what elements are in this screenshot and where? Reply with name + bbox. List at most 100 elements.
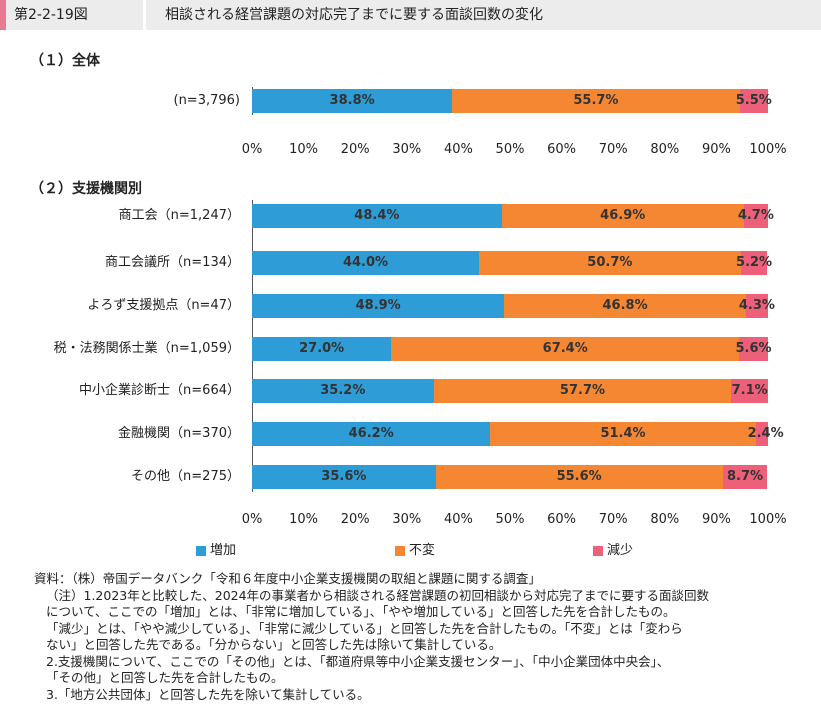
- data-label-decrease: 8.7%: [727, 469, 764, 484]
- data-label-unchanged: 51.4%: [600, 426, 646, 441]
- note-line: 2.支援機関について、ここでの「その他」とは、「都道府県等中小企業支援センター」…: [46, 653, 670, 669]
- bar-segment-unchanged: [479, 251, 741, 275]
- category-label: 商工会（n=1,247）: [118, 208, 240, 223]
- x-axis-tick-label: 70%: [598, 512, 628, 527]
- data-label-increase: 35.2%: [320, 383, 366, 398]
- x-axis-tick-label: 60%: [547, 512, 577, 527]
- data-label-unchanged: 57.7%: [559, 383, 606, 398]
- x-axis-tick-label: 50%: [495, 512, 525, 527]
- section-title-overall: （１）全体: [30, 53, 100, 69]
- data-label-increase: 48.9%: [355, 298, 401, 313]
- x-axis-tick-label: 30%: [392, 142, 422, 157]
- data-label-unchanged: 67.4%: [542, 341, 588, 356]
- data-label-increase: 44.0%: [342, 255, 389, 270]
- data-label-decrease: 5.5%: [735, 93, 772, 108]
- data-label-decrease: 5.6%: [735, 341, 772, 356]
- category-label: 税・法務関係士業（n=1,059）: [53, 341, 240, 356]
- bar-segment-increase: [252, 422, 491, 446]
- x-axis-tick-label: 20%: [340, 142, 370, 157]
- note-line: について、ここでの「増加」とは、「非常に増加している」、「やや増加している」と回…: [46, 604, 676, 619]
- bar-segment-increase: [252, 251, 480, 275]
- legend-swatch-unchanged: [395, 545, 405, 556]
- bar-segment-decrease: [722, 465, 768, 489]
- legend-item-increase: 増加: [196, 544, 236, 558]
- bar-segment-increase: [252, 465, 436, 489]
- header-divider: [143, 0, 146, 30]
- x-axis-tick-label: 100%: [749, 142, 787, 157]
- bar-segment-unchanged: [452, 89, 740, 113]
- x-axis-tick-label: 10%: [289, 512, 319, 527]
- bar-segment-unchanged: [391, 337, 740, 361]
- category-label: 商工会議所（n=134）: [105, 255, 240, 270]
- x-axis-tick-label: 90%: [701, 142, 731, 157]
- bar-segment-decrease: [739, 89, 768, 113]
- legend-swatch-increase: [196, 545, 206, 556]
- data-label-unchanged: 55.7%: [573, 93, 619, 108]
- bar-segment-increase: [252, 379, 434, 403]
- source-notes: 資料：（株）帝国データバンク「令和６年度中小企業支援機関の取組と課題に関する調査…: [34, 571, 794, 703]
- data-label-unchanged: 50.7%: [587, 255, 633, 270]
- bar-segment-decrease: [755, 422, 768, 446]
- category-label: 金融機関（n=370）: [118, 426, 240, 441]
- bar-segment-unchanged: [504, 294, 746, 318]
- category-label: 中小企業診断士（n=664）: [79, 383, 240, 398]
- data-label-unchanged: 55.6%: [556, 469, 602, 484]
- data-label-decrease: 4.3%: [738, 298, 775, 313]
- legend-item-unchanged: 不変: [395, 544, 435, 558]
- data-label-increase: 46.2%: [348, 426, 394, 441]
- data-label-increase: 35.6%: [321, 469, 367, 484]
- legend-item-decrease: 減少: [593, 544, 633, 558]
- data-label-decrease: 2.4%: [747, 426, 784, 441]
- bar-segment-increase: [252, 337, 392, 361]
- legend-label: 不変: [409, 543, 436, 558]
- x-axis-tick-label: 40%: [443, 142, 473, 157]
- note-line: 3.「地方公共団体」と回答した先を除いて集計している。: [46, 686, 370, 702]
- data-label-increase: 48.4%: [354, 208, 400, 223]
- note-line: 資料：（株）帝国データバンク「令和６年度中小企業支援機関の取組と課題に関する調査…: [34, 571, 541, 586]
- bar-segment-unchanged: [501, 204, 744, 228]
- legend-swatch-decrease: [593, 545, 603, 556]
- note-line: 「減少」とは、「やや減少している」、「非常に減少している」と回答した先を合計した…: [46, 620, 683, 636]
- figure-header: 第2-2-19図 相談される経営課題の対応完了までに要する面談回数の変化: [0, 0, 821, 30]
- x-axis-tick-label: 0%: [241, 512, 263, 527]
- x-axis-tick-label: 90%: [701, 512, 731, 527]
- x-axis-tick-label: 40%: [443, 512, 473, 527]
- x-axis-tick-label: 80%: [650, 512, 680, 527]
- bar-segment-increase: [252, 89, 453, 113]
- bar-segment-unchanged: [433, 379, 732, 403]
- data-label-increase: 27.0%: [299, 341, 345, 356]
- category-label: (n=3,796): [173, 93, 241, 108]
- category-label: その他（n=275）: [131, 469, 240, 484]
- header-accent-bar: [0, 0, 6, 30]
- data-label-unchanged: 46.8%: [602, 298, 648, 313]
- data-label-increase: 38.8%: [329, 93, 375, 108]
- x-axis-tick-label: 100%: [749, 512, 787, 527]
- x-axis-tick-label: 0%: [241, 142, 263, 157]
- x-axis-tick-label: 10%: [289, 142, 319, 157]
- bar-segment-decrease: [739, 337, 768, 361]
- x-axis-tick-label: 30%: [392, 512, 422, 527]
- x-axis-tick-label: 70%: [598, 142, 628, 157]
- category-label: よろず支援拠点（n=47）: [87, 298, 240, 313]
- bar-segment-unchanged: [435, 465, 723, 489]
- bar-segment-unchanged: [490, 422, 756, 446]
- x-axis-tick-label: 60%: [547, 142, 577, 157]
- x-axis-tick-label: 20%: [340, 512, 370, 527]
- figure-number: 第2-2-19図: [14, 7, 88, 23]
- note-line: 「その他」と回答した先を合計したもの。: [46, 670, 284, 685]
- x-axis-tick-label: 50%: [495, 142, 525, 157]
- bar-segment-decrease: [740, 251, 768, 275]
- note-line: ない」と回答した先である。「分からない」と回答した先は除いて集計している。: [46, 637, 502, 652]
- bar-segment-decrease: [745, 294, 768, 318]
- data-label-decrease: 4.7%: [737, 208, 774, 223]
- legend-label: 減少: [607, 543, 634, 558]
- data-label-decrease: 5.2%: [736, 255, 773, 270]
- bar-segment-decrease: [731, 379, 768, 403]
- bar-segment-decrease: [743, 204, 768, 228]
- figure-title: 相談される経営課題の対応完了までに要する面談回数の変化: [165, 7, 543, 23]
- note-line: （注）1.2023年と比較した、2024年の事業者から相談される経営課題の初回相…: [46, 587, 710, 603]
- data-label-unchanged: 46.9%: [600, 208, 646, 223]
- legend-label: 増加: [210, 543, 237, 558]
- section-title-by-institution: （２）支援機関別: [30, 181, 142, 197]
- bar-segment-increase: [252, 294, 505, 318]
